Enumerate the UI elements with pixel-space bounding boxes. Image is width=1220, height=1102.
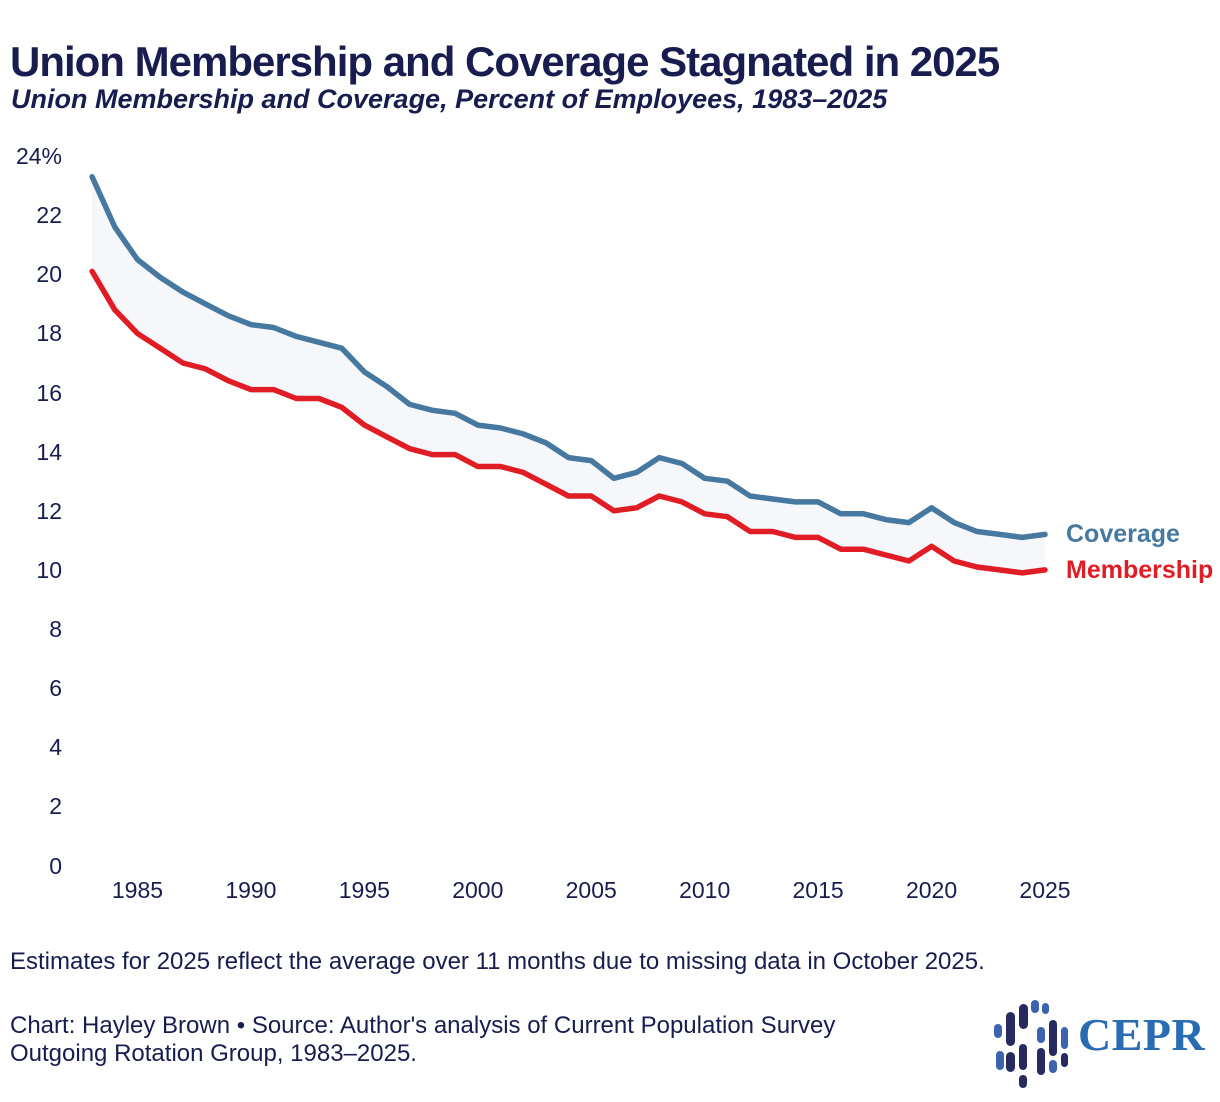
coverage-line	[89, 174, 1048, 541]
x-tick-label: 2025	[1019, 877, 1071, 903]
cepr-logo-icon	[986, 996, 1070, 1088]
y-tick-label: 4	[49, 734, 62, 761]
x-tick-label: 1995	[338, 877, 390, 903]
y-tick-label: 6	[49, 675, 62, 702]
series-label-coverage: Coverage	[1066, 520, 1180, 549]
y-tick-label: 18	[36, 320, 62, 347]
credit-line-1: Chart: Hayley Brown • Source: Author's a…	[10, 1012, 836, 1039]
y-tick-label: 22	[36, 202, 62, 229]
y-tick-label: 8	[49, 616, 62, 643]
logo-dot	[1019, 1004, 1028, 1029]
cepr-wordmark: CEPR	[1078, 1009, 1206, 1060]
series-label-membership: Membership	[1066, 555, 1214, 584]
y-tick-label: 10	[36, 556, 62, 583]
x-tick-label: 2005	[565, 877, 617, 903]
chart-subtitle: Union Membership and Coverage, Percent o…	[11, 84, 888, 114]
y-tick-label: 2	[49, 793, 62, 820]
x-tick-label: 2010	[679, 877, 731, 903]
logo-dot	[1042, 1003, 1049, 1014]
y-tick-label: 14	[36, 438, 62, 465]
y-tick-label: 0	[49, 852, 62, 879]
logo-dot	[1006, 1012, 1015, 1046]
logo-dot	[994, 1024, 1002, 1038]
logo-dot	[1061, 1053, 1068, 1067]
coverage-membership-band	[92, 176, 1046, 573]
logo-dot	[1037, 1048, 1045, 1075]
credit-line-2: Outgoing Rotation Group, 1983–2025.	[10, 1040, 417, 1067]
y-tick-label: 12	[36, 497, 62, 524]
y-tick-label: 20	[36, 261, 62, 288]
y-tick-label: 16	[36, 379, 62, 406]
logo-dot	[1019, 1075, 1027, 1088]
logo-dot	[1049, 1060, 1057, 1073]
x-tick-label: 2020	[905, 877, 958, 903]
x-tick-label: 1985	[111, 877, 164, 903]
x-tick-label: 1990	[225, 877, 277, 903]
y-tick-label: 24%	[15, 143, 62, 170]
logo-dot	[1031, 1000, 1039, 1013]
x-tick-label: 2015	[792, 877, 844, 903]
credit-line: Chart: Hayley Brown • Source: Author's a…	[10, 1012, 835, 1068]
logo-dot	[1061, 1027, 1068, 1049]
logo-dot	[1019, 1044, 1027, 1070]
logo-dot	[1006, 1052, 1015, 1072]
footnote: Estimates for 2025 reflect the average o…	[10, 948, 985, 975]
membership-line	[89, 268, 1048, 576]
logo-dot	[1037, 1027, 1045, 1043]
page-title: Union Membership and Coverage Stagnated …	[10, 38, 1000, 86]
logo-dot	[1049, 1020, 1057, 1056]
x-tick-label: 2000	[452, 877, 504, 903]
logo-dot	[996, 1051, 1004, 1070]
